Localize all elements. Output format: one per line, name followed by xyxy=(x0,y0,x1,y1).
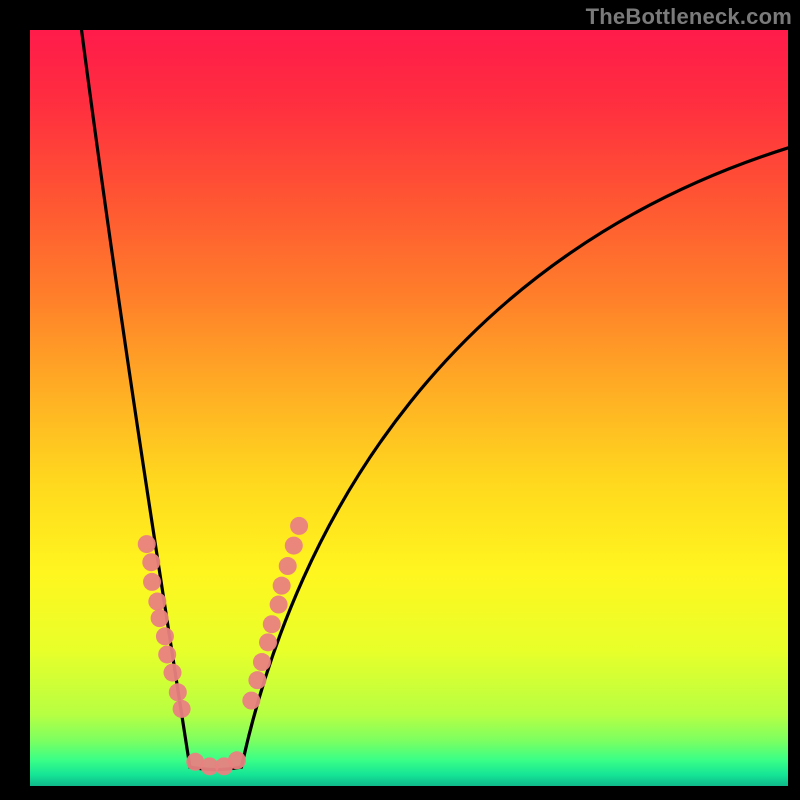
gradient-background xyxy=(30,30,788,786)
marker-dot-right xyxy=(263,615,281,633)
marker-dot-left xyxy=(142,553,160,571)
marker-dot-left xyxy=(148,593,166,611)
marker-dot-right xyxy=(285,537,303,555)
marker-dot-bottom xyxy=(228,751,246,769)
figure-root: TheBottleneck.com xyxy=(0,0,800,800)
watermark-text: TheBottleneck.com xyxy=(586,4,792,30)
marker-dot-right xyxy=(242,692,260,710)
marker-dot-left xyxy=(164,664,182,682)
marker-dot-left xyxy=(158,645,176,663)
marker-dot-left xyxy=(143,573,161,591)
marker-dot-left xyxy=(169,683,187,701)
marker-dot-left xyxy=(156,627,174,645)
marker-dot-left xyxy=(138,535,156,553)
marker-dot-right xyxy=(259,633,277,651)
marker-dot-left xyxy=(173,700,191,718)
marker-dot-right xyxy=(253,653,271,671)
marker-dot-right xyxy=(279,557,297,575)
marker-dot-right xyxy=(290,517,308,535)
marker-dot-left xyxy=(151,609,169,627)
bottleneck-curve-chart xyxy=(30,30,788,786)
marker-dot-right xyxy=(248,671,266,689)
marker-dot-right xyxy=(270,596,288,614)
marker-dot-right xyxy=(273,577,291,595)
